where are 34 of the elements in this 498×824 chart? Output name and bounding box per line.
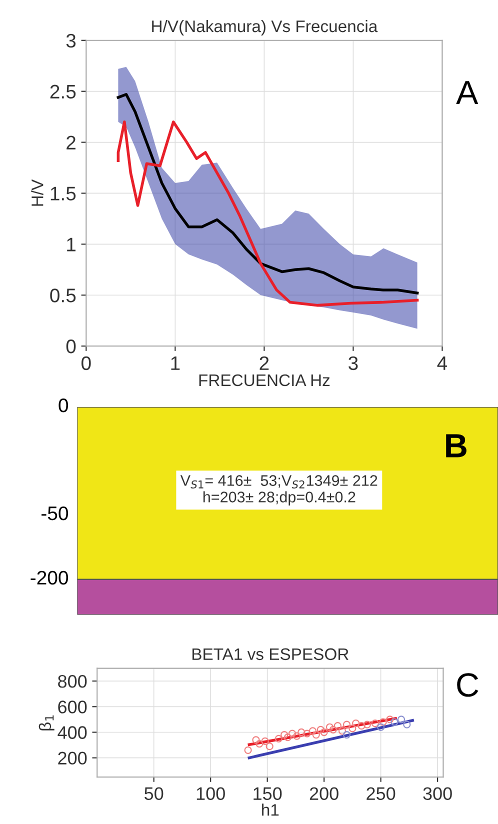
y-axis-title: β$_{1}$ [38, 715, 54, 730]
y-tick-label: 600 [58, 700, 87, 714]
y-tick-label: 200 [58, 752, 87, 765]
x-tick-label: 100 [196, 787, 225, 800]
x-axis-title: h1 [262, 804, 279, 816]
x-tick-label: 50 [144, 787, 164, 800]
x-tick-label: 2 [260, 356, 269, 370]
x-tick-label: 1 [171, 356, 180, 370]
y-tick-label: 1 [67, 238, 76, 252]
y-tick-label: 0.5 [50, 288, 76, 302]
x-tick-label: 200 [310, 787, 338, 800]
category-label: -200 [30, 570, 68, 585]
text: V$_{S1}$= 416± 53;V$_{S2}$1349± 212 [180, 475, 378, 488]
x-tick-label: 3 [348, 356, 358, 370]
x-axis-title: FRECUENCIA Hz [199, 374, 330, 386]
x-tick-label: 4 [437, 356, 448, 370]
y-tick-label: 2.5 [50, 84, 76, 99]
y-tick-label: 800 [58, 674, 87, 688]
chart-title: H/V(Nakamura) Vs Frecuencia [152, 20, 378, 36]
category-label: -50 [42, 506, 68, 520]
text: B [446, 434, 466, 458]
x-tick-label: 150 [254, 787, 282, 800]
y-tick-label: 400 [58, 726, 87, 739]
y-tick-label: 3 [66, 34, 76, 48]
y-tick-label: 0 [66, 340, 76, 354]
y-tick-label: 2 [66, 136, 76, 150]
text: C [457, 673, 478, 697]
x-tick-label: 250 [366, 787, 396, 800]
chart-title: BETA1 vs ESPESOR [192, 648, 348, 660]
text: h=203± 28;dp=0.4±0.2 [203, 491, 356, 506]
y-tick-label: 1.5 [50, 186, 76, 200]
y-axis-title: H/V [31, 179, 44, 206]
text: A [456, 81, 478, 104]
x-tick-label: 300 [423, 787, 452, 800]
